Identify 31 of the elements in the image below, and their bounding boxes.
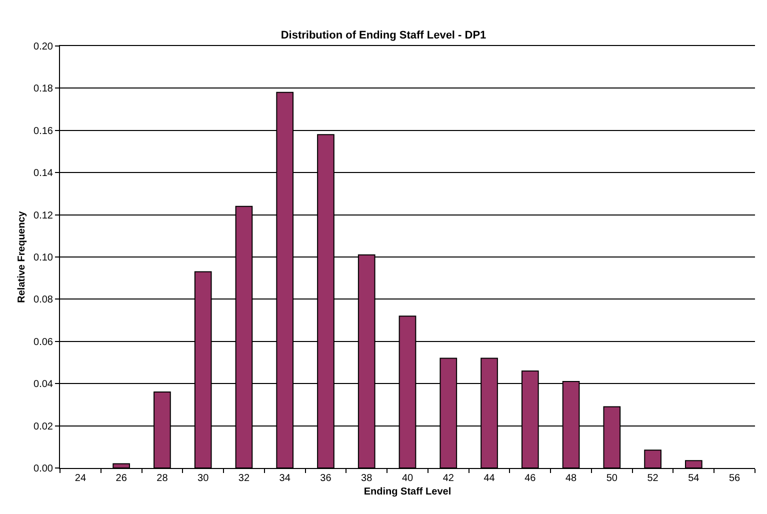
y-tick-label: 0.16 [34, 126, 54, 137]
y-tick-label: 0.00 [34, 464, 54, 474]
x-tick-label: 56 [728, 473, 741, 484]
x-tick-label: 44 [484, 473, 496, 484]
chart-title: Distribution of Ending Staff Level - DP1 [280, 30, 486, 42]
x-tick-label: 40 [402, 473, 414, 484]
x-tick-label: 26 [116, 473, 128, 484]
x-tick-label: 38 [361, 473, 373, 484]
y-tick-label: 0.12 [34, 210, 54, 222]
y-tick-label: 0.20 [34, 42, 54, 52]
y-axis-title: Relative Frequency [16, 210, 28, 303]
x-tick-label: 30 [198, 473, 210, 484]
x-tick-label: 42 [442, 473, 454, 484]
x-tick-label: 54 [688, 473, 700, 484]
y-tick-label: 0.10 [34, 252, 54, 264]
y-tick-label: 0.08 [34, 294, 54, 306]
y-tick-label: 0.14 [34, 168, 54, 180]
x-tick-label: 34 [279, 473, 291, 484]
y-tick-label: 0.02 [34, 421, 54, 432]
x-axis-title: Ending Staff Level [364, 486, 452, 498]
x-tick-label: 50 [606, 473, 618, 484]
x-tick-label: 24 [74, 473, 86, 484]
x-tick-label: 46 [524, 473, 536, 484]
x-tick-label: 48 [565, 473, 578, 484]
y-tick-label: 0.06 [34, 336, 54, 348]
y-tick-label: 0.04 [34, 379, 54, 390]
x-tick-label: 36 [320, 473, 332, 484]
x-tick-label: 52 [647, 473, 659, 484]
y-tick-label: 0.18 [34, 84, 54, 95]
x-tick-label: 32 [238, 473, 250, 484]
x-tick-label: 28 [156, 473, 168, 484]
